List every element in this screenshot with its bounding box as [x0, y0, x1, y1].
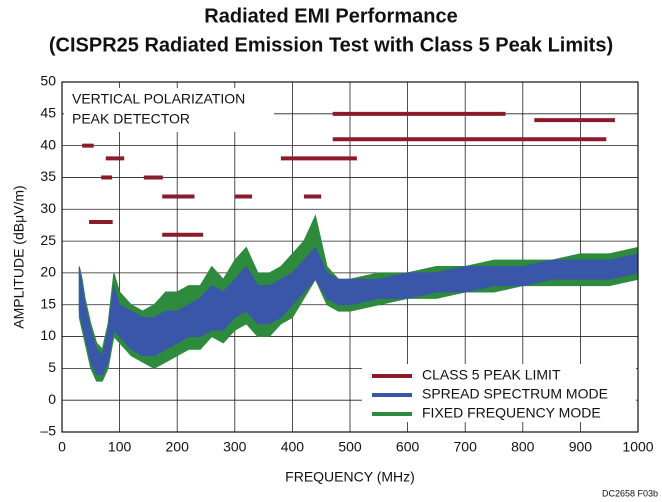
legend-label: FIXED FREQUENCY MODE [422, 405, 601, 421]
plot-frame [61, 81, 639, 433]
x-tick-label: 200 [166, 439, 190, 455]
x-tick-label: 500 [338, 439, 362, 455]
chart-title: Radiated EMI Performance [204, 5, 457, 27]
y-tick-label: 15 [40, 295, 56, 311]
x-tick-label: 900 [569, 439, 593, 455]
x-tick-label: 300 [223, 439, 247, 455]
y-tick-label: 40 [40, 136, 56, 152]
footnote: DC2658 F03b [602, 488, 658, 498]
x-tick-label: 100 [108, 439, 132, 455]
x-tick-label: 700 [454, 439, 478, 455]
y-tick-label: 20 [40, 264, 56, 280]
y-tick-label: –5 [40, 423, 56, 439]
y-tick-label: 0 [48, 391, 56, 407]
x-tick-label: 0 [58, 439, 66, 455]
y-tick-label: 25 [40, 232, 56, 248]
x-tick-label: 1000 [622, 439, 653, 455]
annotation-box [64, 88, 274, 132]
annotation: VERTICAL POLARIZATION [72, 91, 245, 107]
y-tick-label: 30 [40, 200, 56, 216]
y-tick-label: 50 [40, 73, 56, 89]
x-tick-label: 600 [396, 439, 420, 455]
x-tick-label: 400 [281, 439, 305, 455]
legend-label: CLASS 5 PEAK LIMIT [422, 367, 561, 383]
chart-subtitle: (CISPR25 Radiated Emission Test with Cla… [49, 34, 613, 56]
annotation: PEAK DETECTOR [72, 111, 190, 127]
y-axis-label: AMPLITUDE (dBμV/m) [11, 185, 27, 328]
x-tick-label: 800 [511, 439, 535, 455]
y-tick-label: 35 [40, 168, 56, 184]
x-axis-label: FREQUENCY (MHz) [285, 469, 415, 485]
legend-label: SPREAD SPECTRUM MODE [422, 386, 608, 402]
y-tick-label: 45 [40, 105, 56, 121]
y-tick-label: 10 [40, 327, 56, 343]
y-tick-label: 5 [48, 359, 56, 375]
